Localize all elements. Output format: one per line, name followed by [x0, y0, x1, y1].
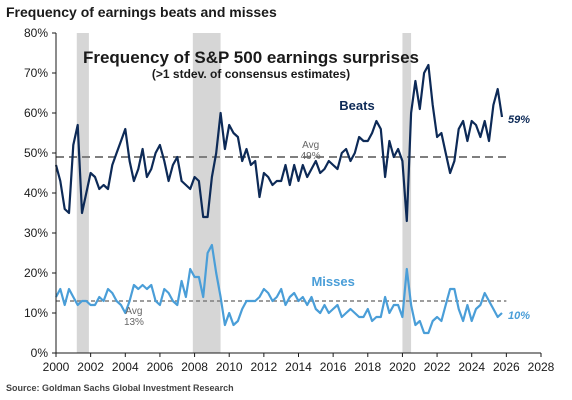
x-tick-label: 2014 [285, 360, 312, 374]
chart-title: Frequency of S&P 500 earnings surprises [83, 48, 419, 67]
x-tick-label: 2006 [147, 360, 174, 374]
y-tick-label: 40% [24, 186, 48, 200]
recession-band-1 [76, 33, 89, 353]
y-tick-label: 80% [24, 26, 48, 40]
avg-label-misses: Avg [125, 306, 142, 317]
page-title: Frequency of earnings beats and misses [6, 4, 277, 20]
x-ticks: 2000 2002 2004 2006 2008 2010 2012 2014 2016 2018… [43, 353, 555, 374]
series-line-beats [54, 63, 504, 223]
y-tick-label: 20% [24, 266, 48, 280]
x-tick-label: 2022 [424, 360, 451, 374]
avg-value-misses: 13% [124, 317, 144, 328]
x-tick-label: 2018 [354, 360, 381, 374]
avg-label-beats: Avg [302, 140, 319, 151]
x-tick-label: 2020 [389, 360, 416, 374]
x-tick-label: 2026 [493, 360, 520, 374]
chart-labels: Frequency of S&P 500 earnings surprises … [83, 48, 530, 328]
x-tick-label: 2016 [320, 360, 347, 374]
source-note: Source: Goldman Sachs Global Investment … [6, 383, 234, 393]
end-label-misses: 10% [508, 310, 530, 322]
x-tick-label: 2000 [43, 360, 70, 374]
avg-value-beats: 49% [301, 151, 321, 162]
series-name-misses: Misses [311, 274, 354, 289]
y-tick-label: 10% [24, 306, 48, 320]
y-tick-label: 30% [24, 226, 48, 240]
recession-band-3 [402, 33, 412, 353]
series-lines [54, 63, 504, 335]
x-tick-label: 2028 [528, 360, 555, 374]
recession-bands [76, 33, 412, 353]
x-tick-label: 2004 [112, 360, 139, 374]
end-label-beats: 59% [508, 114, 530, 126]
x-tick-label: 2024 [458, 360, 485, 374]
y-tick-label: 0% [31, 346, 49, 360]
y-tick-label: 70% [24, 66, 48, 80]
series-line-misses [55, 243, 503, 335]
chart-subtitle: (>1 stdev. of consensus estimates) [152, 67, 350, 81]
y-ticks: 0% 10% 20% 30% 40% 50% 60% 70% 80% [24, 26, 56, 360]
y-tick-label: 50% [24, 146, 48, 160]
y-tick-label: 60% [24, 106, 48, 120]
x-tick-label: 2008 [181, 360, 208, 374]
recession-band-2 [192, 33, 221, 353]
x-tick-label: 2010 [216, 360, 243, 374]
x-tick-label: 2002 [77, 360, 104, 374]
x-tick-label: 2012 [251, 360, 278, 374]
average-lines [56, 156, 507, 302]
series-name-beats: Beats [339, 98, 374, 113]
